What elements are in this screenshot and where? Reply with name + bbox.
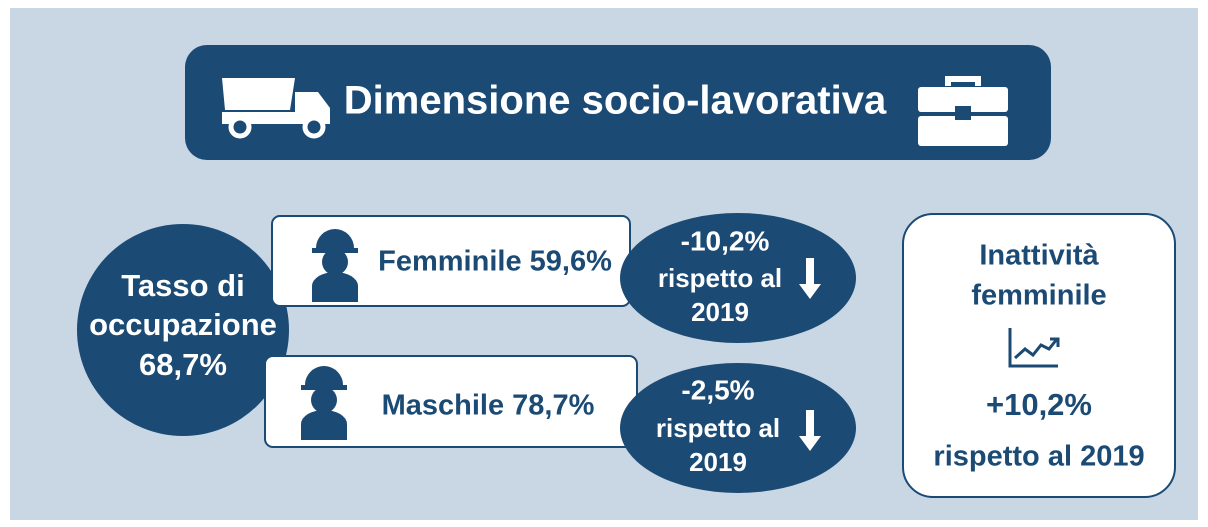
worker-icon [301,366,347,440]
change-note: 2019 [691,297,749,327]
inactivity-label: Inattività [979,240,1099,272]
down-arrow [799,410,821,451]
briefcase-icon [918,76,1008,146]
worker-icon [312,229,358,302]
down-arrow [799,258,821,299]
employment-circle [77,224,289,436]
inactivity-change: +10,2% [986,387,1092,422]
inactivity-label: femminile [971,280,1106,312]
change-note: rispetto al [656,413,780,443]
group-label: Maschile 78,7% [382,390,595,422]
inactivity-note: rispetto al 2019 [933,441,1144,473]
change-ellipse [620,363,856,493]
header-box [185,45,1051,160]
change-ellipse [620,213,856,343]
change-note: rispetto al [658,263,782,293]
employment-value: 68,7% [139,347,227,382]
change-value: -2,5% [681,374,754,405]
change-value: -10,2% [681,225,770,256]
inactivity-box [902,213,1176,498]
change-note: 2019 [689,447,747,477]
employment-label: occupazione [89,307,277,342]
employment-label: Tasso di [121,268,244,303]
truck-icon [222,78,330,139]
group-label: Femminile 59,6% [378,246,612,278]
header-title: Dimensione socio-lavorativa [344,79,887,123]
trend-icon [1008,328,1060,368]
